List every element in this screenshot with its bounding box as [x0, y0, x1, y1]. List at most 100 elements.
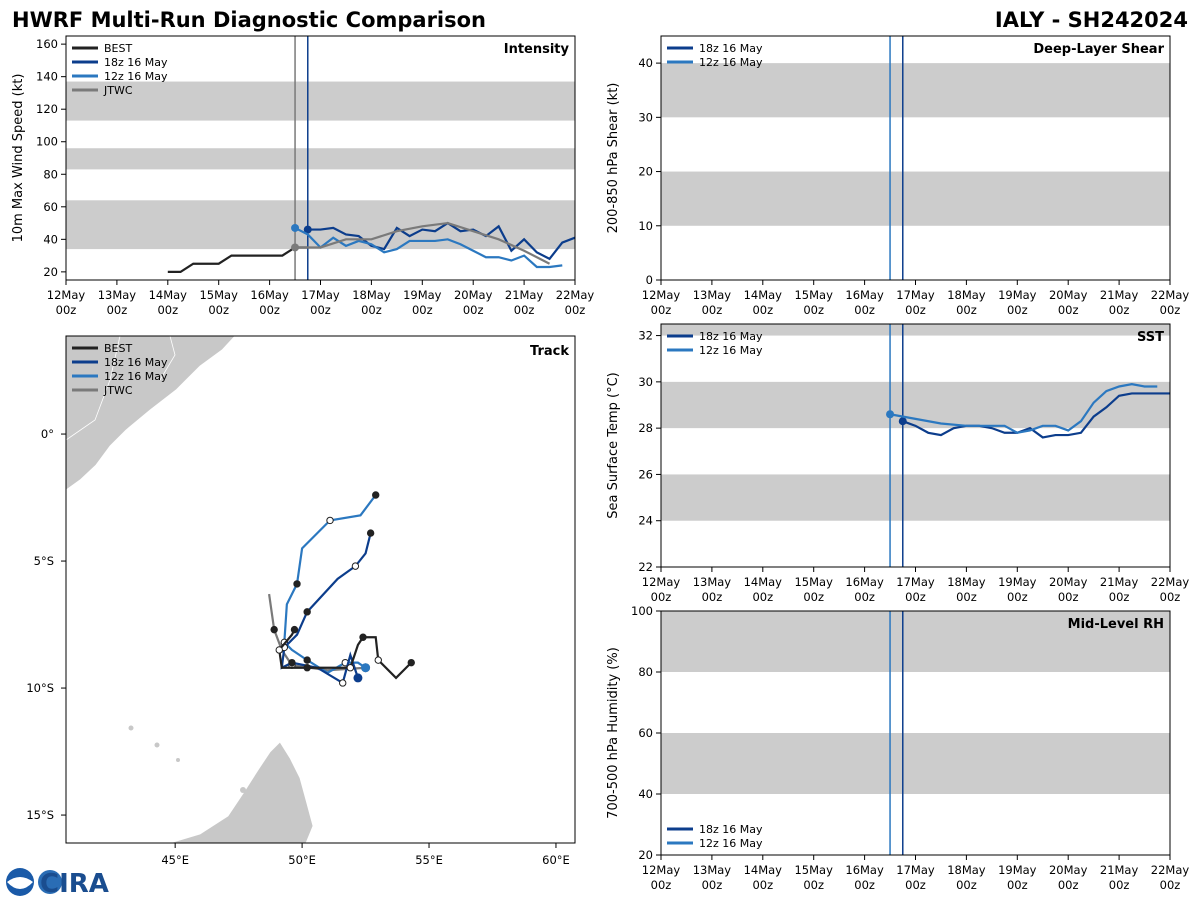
- start-marker: [898, 417, 907, 426]
- x-tick-label: 13May 00z: [693, 288, 732, 317]
- track-point: [339, 679, 347, 687]
- x-tick-label: 12May 00z: [642, 575, 681, 604]
- x-tick-label: 17May 00z: [896, 863, 935, 892]
- x-tick-label: 20May 00z: [1049, 288, 1088, 317]
- y-tick-label: 80: [638, 665, 653, 679]
- y-tick-label: 20: [638, 848, 653, 862]
- track-point: [372, 491, 380, 499]
- panel-label: Intensity: [504, 42, 570, 57]
- y-tick-label: 60: [43, 200, 58, 214]
- x-tick-label: 21May 00z: [1100, 288, 1139, 317]
- track-point: [346, 664, 355, 672]
- legend-label: 12z 16 May: [104, 370, 168, 383]
- y-tick-label: 0°: [41, 427, 54, 441]
- x-tick-label: 12May 00z: [47, 288, 86, 317]
- band: [661, 474, 1170, 521]
- x-tick-label: 50°E: [288, 853, 316, 867]
- legend-label: BEST: [104, 42, 132, 55]
- y-tick-label: 5°S: [34, 554, 54, 568]
- x-tick-label: 17May 00z: [301, 288, 340, 317]
- y-tick-label: 30: [638, 110, 653, 124]
- legend-label: 18z 16 May: [699, 42, 763, 55]
- y-tick-label: 22: [638, 560, 653, 574]
- logo-text: CIRA: [40, 869, 109, 899]
- y-tick-label: 0: [646, 273, 653, 287]
- y-tick-label: 40: [638, 787, 653, 801]
- track-point: [288, 658, 296, 667]
- x-tick-label: 60°E: [542, 853, 570, 867]
- y-tick-label: 120: [36, 102, 58, 116]
- start-marker: [291, 243, 300, 252]
- y-tick-label: 15°S: [26, 808, 54, 822]
- series-line: [167, 246, 308, 273]
- x-tick-label: 12May 00z: [642, 863, 681, 892]
- track-point: [374, 656, 382, 664]
- start-marker: [886, 410, 895, 419]
- track-point: [407, 658, 415, 667]
- track-point: [359, 633, 367, 641]
- x-tick-label: 19May 00z: [998, 863, 1037, 892]
- x-tick-label: 16May 00z: [845, 575, 884, 604]
- plot-area: [661, 36, 1170, 280]
- series-line: [889, 383, 1158, 434]
- x-tick-label: 15May 00z: [794, 863, 833, 892]
- x-tick-label: 17May 00z: [896, 288, 935, 317]
- track-point: [326, 516, 334, 525]
- y-tick-label: 30: [638, 375, 653, 389]
- x-tick-label: 19May 00z: [998, 288, 1037, 317]
- track-point: [303, 664, 311, 672]
- x-tick-label: 16May 00z: [845, 863, 884, 892]
- x-tick-label: 55°E: [415, 853, 443, 867]
- plot-area: [661, 324, 1170, 567]
- y-axis-label: 700-500 hPa Humidity (%): [606, 647, 621, 819]
- y-tick-label: 20: [43, 265, 58, 279]
- y-axis-label: 200-850 hPa Shear (kt): [606, 83, 621, 234]
- x-tick-label: 22May 00z: [1151, 575, 1190, 604]
- track-point: [303, 608, 311, 616]
- band: [661, 171, 1170, 226]
- legend-label: JTWC: [103, 384, 133, 397]
- band: [66, 148, 575, 170]
- x-tick-label: 13May 00z: [98, 288, 137, 317]
- x-tick-label: 21May 00z: [1100, 575, 1139, 604]
- x-tick-label: 15May 00z: [794, 575, 833, 604]
- x-tick-label: 14May 00z: [744, 575, 783, 604]
- band: [661, 611, 1170, 672]
- y-tick-label: 10°S: [26, 681, 54, 695]
- y-tick-label: 100: [36, 135, 58, 149]
- panel-label: Mid-Level RH: [1068, 617, 1164, 632]
- legend-label: 18z 16 May: [104, 56, 168, 69]
- start-marker: [291, 223, 300, 232]
- y-tick-label: 40: [638, 56, 653, 70]
- legend-label: 18z 16 May: [699, 330, 763, 343]
- band: [661, 733, 1170, 794]
- x-tick-label: 13May 00z: [693, 863, 732, 892]
- x-tick-label: 16May 00z: [845, 288, 884, 317]
- track-point: [293, 580, 301, 588]
- y-tick-label: 20: [638, 165, 653, 179]
- legend-label: 12z 16 May: [699, 837, 763, 850]
- y-tick-label: 160: [36, 37, 58, 51]
- legend-label: JTWC: [103, 84, 133, 97]
- x-tick-label: 45°E: [161, 853, 189, 867]
- title: HWRF Multi-Run Diagnostic Comparison: [12, 8, 486, 32]
- x-tick-label: 14May 00z: [744, 288, 783, 317]
- y-tick-label: 140: [36, 70, 58, 84]
- series-line: [295, 221, 551, 265]
- plot-area: [268, 491, 415, 687]
- x-tick-label: 21May 00z: [1100, 863, 1139, 892]
- track-point: [303, 656, 311, 664]
- x-tick-label: 19May 00z: [403, 288, 442, 317]
- panel-label: SST: [1137, 330, 1164, 345]
- legend-label: 18z 16 May: [104, 356, 168, 369]
- frame: [65, 335, 576, 844]
- start-marker: [303, 225, 312, 234]
- x-tick-label: 14May 00z: [744, 863, 783, 892]
- y-tick-label: 26: [638, 467, 653, 481]
- track-point: [290, 625, 299, 634]
- x-tick-label: 22May 00z: [556, 288, 595, 317]
- y-tick-label: 80: [43, 167, 58, 181]
- legend-label: 18z 16 May: [699, 823, 763, 836]
- panel-label: Track: [530, 344, 569, 359]
- x-tick-label: 20May 00z: [1049, 575, 1088, 604]
